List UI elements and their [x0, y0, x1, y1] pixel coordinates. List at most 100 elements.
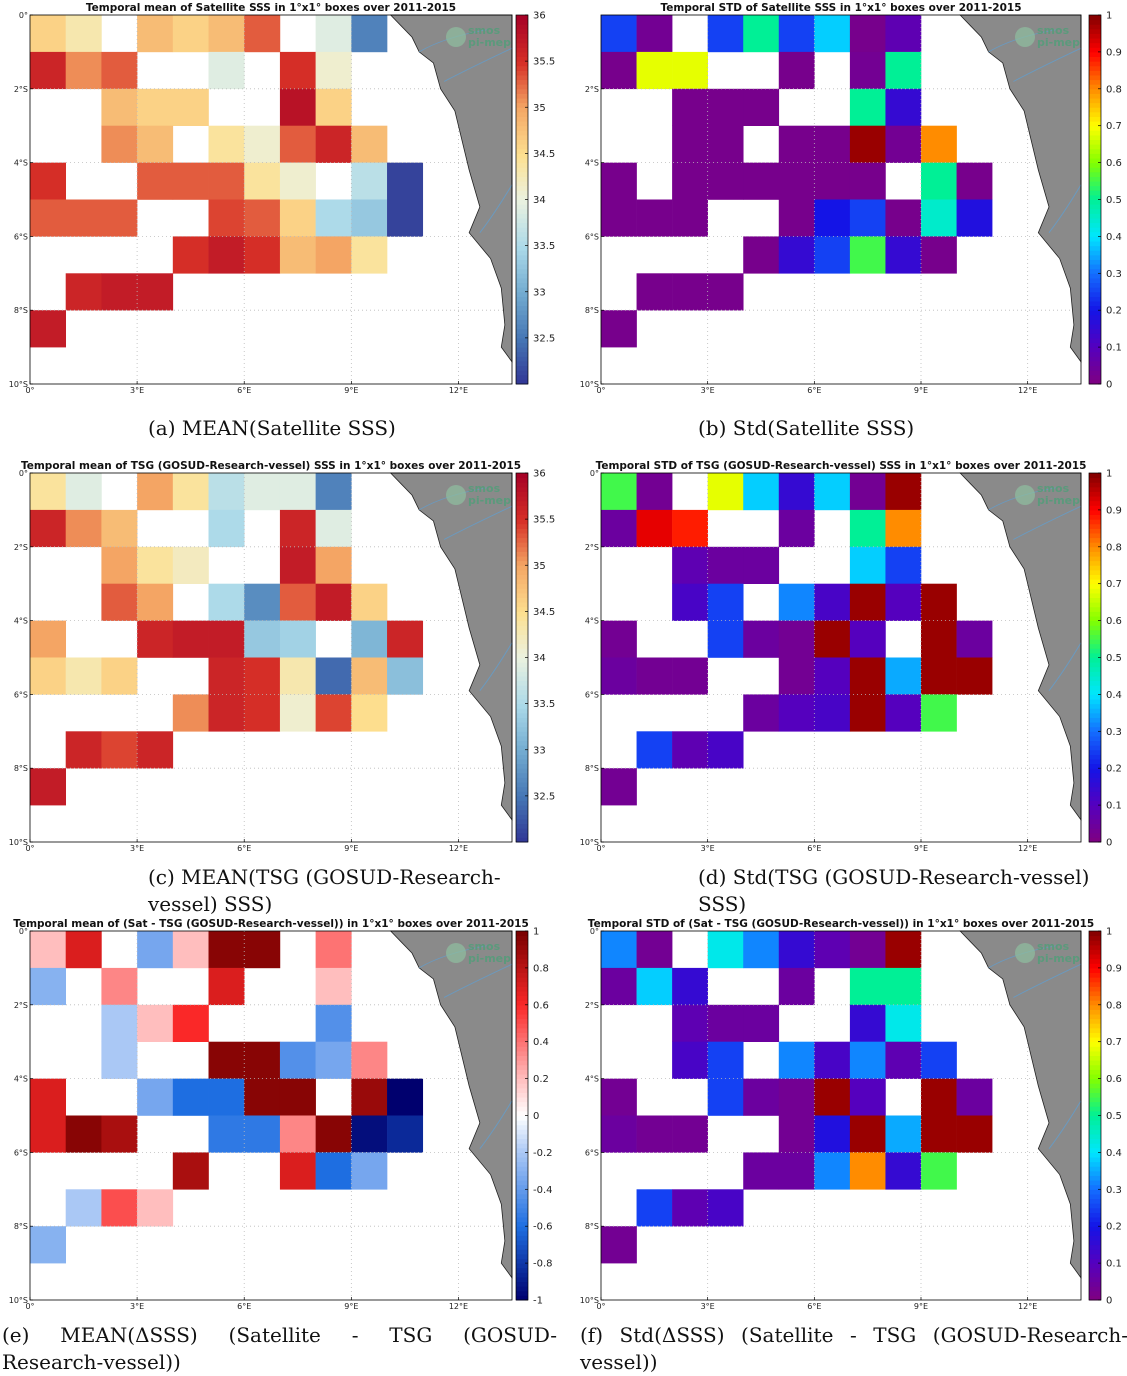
heatmap-cell: [30, 1115, 67, 1153]
heatmap-cell: [208, 236, 245, 274]
heatmap-cell: [814, 236, 851, 274]
heatmap-cell: [707, 1078, 744, 1116]
heatmap-cell: [672, 88, 708, 126]
heatmap-cell: [172, 1152, 209, 1190]
heatmap-cell: [885, 546, 922, 584]
heatmap-cell: [601, 473, 637, 511]
heatmap-cell: [672, 1041, 708, 1079]
heatmap-cell: [921, 1078, 957, 1116]
heatmap-cell: [707, 1004, 744, 1042]
heatmap-cell: [778, 1115, 815, 1153]
heatmap-cell: [387, 199, 424, 237]
y-tick-label: 6°S: [14, 1148, 28, 1157]
colorbar-tick-label: 33.5: [533, 241, 555, 252]
colorbar-tick-label: 33: [533, 287, 546, 298]
heatmap-cell: [601, 967, 637, 1006]
heatmap-cell: [743, 620, 780, 658]
heatmap-cell: [814, 583, 851, 621]
x-tick-label: 9°E: [344, 1302, 358, 1311]
heatmap-cell: [101, 199, 138, 237]
svg-text:pi-mep: pi-mep: [468, 494, 511, 507]
heatmap-cell: [137, 931, 174, 969]
y-tick-label: 2°S: [14, 1001, 28, 1010]
heatmap-cell: [279, 88, 316, 126]
figure-caption-c: (c) MEAN(TSG (GOSUD-Research-vessel) SSS…: [148, 865, 501, 916]
heatmap-cell: [137, 1078, 174, 1116]
heatmap-cell: [101, 1189, 138, 1227]
heatmap-cell: [672, 125, 708, 163]
colorbar-tick-label: 0.6: [1106, 1074, 1122, 1085]
heatmap-cell: [244, 473, 281, 511]
colorbar-tick-label: 33.5: [533, 699, 555, 710]
y-tick-label: 4°S: [14, 1075, 28, 1084]
heatmap-cell: [315, 199, 352, 237]
heatmap-cell: [778, 125, 815, 163]
heatmap-cell: [137, 546, 174, 584]
heatmap-cell: [956, 620, 993, 658]
y-tick-label: 8°S: [585, 306, 599, 315]
heatmap-cell: [101, 125, 138, 163]
colorbar-tick-label: -1: [533, 1296, 543, 1307]
heatmap-cell: [279, 236, 316, 274]
colorbar-tick-label: 0.5: [1106, 1111, 1122, 1122]
heatmap-cell: [778, 1041, 815, 1079]
heatmap-cell: [814, 931, 851, 969]
heatmap-cell: [885, 931, 922, 969]
colorbar-tick-label: 0.7: [1106, 1037, 1122, 1048]
heatmap-cell: [956, 199, 993, 237]
heatmap-cell: [743, 1078, 780, 1116]
heatmap-cell: [172, 931, 209, 969]
heatmap-cell: [814, 162, 851, 200]
y-tick-label: 2°S: [585, 85, 599, 94]
chart-title: Temporal STD of Satellite SSS in 1°x1° b…: [660, 2, 1021, 14]
heatmap-cell: [778, 473, 815, 511]
heatmap-cell: [814, 473, 851, 511]
heatmap-cell: [849, 583, 886, 621]
heatmap-cell: [279, 199, 316, 237]
heatmap-cell: [65, 199, 102, 237]
heatmap-cell: [351, 1041, 388, 1079]
heatmap-cell: [921, 162, 957, 200]
colorbar-tick-label: 36: [533, 469, 546, 480]
heatmap-cell: [885, 15, 922, 53]
heatmap-cell: [172, 694, 209, 732]
heatmap-cell: [849, 509, 886, 548]
chart-panel-b: smos pi-mep Temporal STD of Satellite SSS …: [568, 0, 1127, 456]
heatmap-cell: [279, 1115, 316, 1153]
heatmap-cell: [743, 236, 780, 274]
heatmap-cell: [315, 583, 352, 621]
heatmap-cell: [101, 273, 138, 311]
heatmap-cell: [101, 509, 138, 548]
colorbar-tick-label: 0.3: [1106, 727, 1122, 738]
chart-title: Temporal mean of (Sat - TSG (GOSUD-Resea…: [13, 918, 529, 930]
colorbar-tick-label: 0.5: [1106, 653, 1122, 664]
colorbar-tick-label: 0.5: [1106, 195, 1122, 206]
heatmap-cell: [279, 620, 316, 658]
x-tick-label: 0°: [596, 1302, 605, 1311]
x-tick-label: 6°E: [237, 1302, 251, 1311]
heatmap-cell: [137, 731, 174, 769]
heatmap-cell: [244, 1115, 281, 1153]
heatmap-cell: [101, 1115, 138, 1153]
heatmap-cell: [315, 931, 352, 969]
colorbar-tick-label: 0: [1106, 380, 1112, 391]
x-tick-label: 6°E: [807, 844, 821, 853]
heatmap-cell: [137, 473, 174, 511]
heatmap-cell: [279, 1041, 316, 1079]
heatmap-cell: [244, 931, 281, 969]
heatmap-cell: [65, 1189, 102, 1227]
heatmap-cell: [778, 15, 815, 53]
heatmap-cell: [315, 1115, 352, 1153]
heatmap-cell: [101, 657, 138, 695]
heatmap-cell: [707, 620, 744, 658]
heatmap-cell: [672, 273, 708, 311]
heatmap-cell: [778, 1152, 815, 1190]
heatmap-cell: [351, 125, 388, 163]
heatmap-cell: [351, 236, 388, 274]
heatmap-cell: [707, 583, 744, 621]
heatmap-cell: [279, 1078, 316, 1116]
heatmap-cell: [30, 620, 67, 658]
